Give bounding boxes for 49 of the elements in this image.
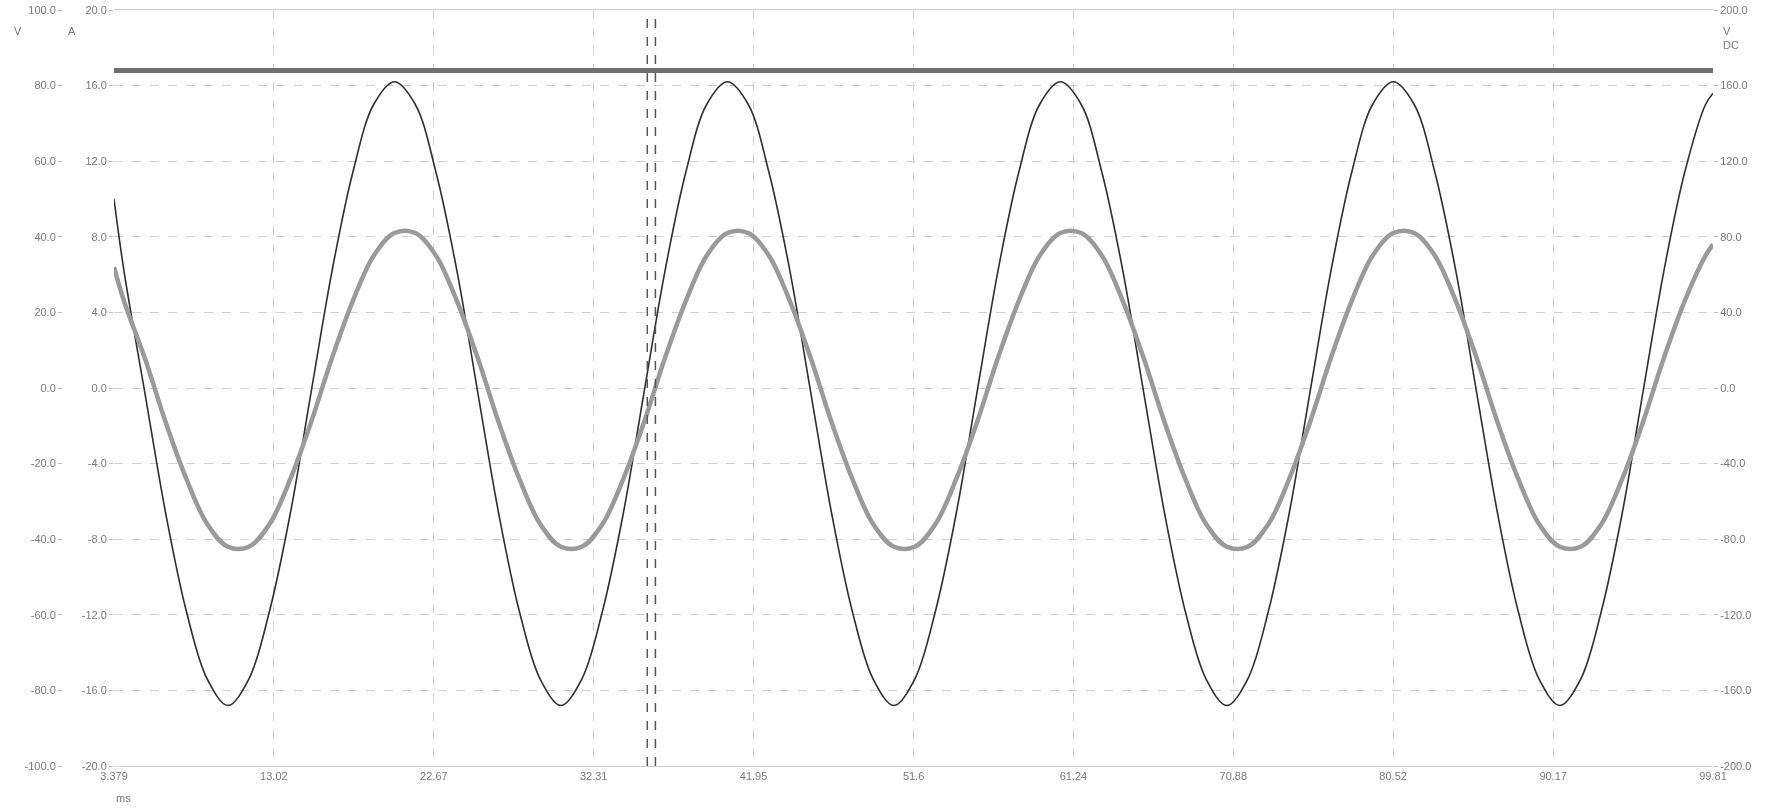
y2-tick-label: 20.0 (85, 3, 107, 16)
y-tick-label: 80.0 (34, 79, 56, 92)
y2-tick-label: 0.0 (91, 381, 107, 394)
y3-tick-label: -40.0 (1720, 457, 1746, 470)
y3-tick-label: 160.0 (1720, 79, 1748, 92)
y-tick-label: 20.0 (34, 306, 56, 319)
x-tick-label: 51.6 (902, 770, 925, 783)
y2-tick-label: -8.0 (87, 533, 107, 546)
y-tick-label: -20.0 (30, 457, 56, 470)
x-tick-label: 32.31 (579, 770, 608, 783)
y3-axis-title: V DC (1723, 25, 1739, 52)
x-tick-label: 41.95 (739, 770, 768, 783)
y2-tick-label: -4.0 (87, 457, 107, 470)
x-tick-label: 3.379 (100, 770, 128, 783)
y-tick-label: -80.0 (30, 684, 56, 697)
x-tick-label: 99.81 (1699, 770, 1727, 783)
y-tick-label: -100.0 (24, 759, 56, 772)
y2-tick-label: 16.0 (85, 79, 107, 92)
y2-tick-label: -12.0 (81, 608, 107, 621)
line-series (114, 81, 1713, 707)
x-tick-label: 61.24 (1059, 770, 1088, 783)
y3-tick-label: 200.0 (1720, 3, 1748, 16)
y3-tick-label: -200.0 (1720, 759, 1752, 772)
x-tick-label: 90.17 (1539, 770, 1567, 783)
x-tick-label: 13.02 (260, 770, 288, 783)
y2-tick-label: -20.0 (81, 759, 107, 772)
y-tick-label: 100.0 (28, 3, 56, 16)
y2-tick-label: 4.0 (91, 306, 107, 319)
y-tick-label: -40.0 (30, 533, 56, 546)
y3-tick-label: 80.0 (1720, 230, 1742, 243)
x-tick-label: 22.67 (420, 770, 448, 783)
y2-tick-label: -16.0 (81, 684, 107, 697)
x-tick-label: 80.52 (1379, 770, 1407, 783)
y3-tick-label: -80.0 (1720, 533, 1746, 546)
y2-tick-label: 8.0 (91, 230, 107, 243)
y2-axis-title: A (68, 25, 76, 37)
y-tick-label: -60.0 (30, 608, 56, 621)
y3-tick-label: 40.0 (1720, 306, 1742, 319)
y-tick-label: 60.0 (34, 155, 56, 168)
y-axis-title: V (14, 25, 22, 37)
y-tick-label: 40.0 (34, 230, 56, 243)
y2-tick-label: 12.0 (85, 155, 107, 168)
x-axis-title: ms (116, 792, 132, 804)
y3-tick-label: -160.0 (1720, 684, 1752, 697)
y3-tick-label: 0.0 (1720, 381, 1736, 394)
y3-tick-label: 120.0 (1720, 155, 1748, 168)
y-tick-label: 0.0 (40, 381, 56, 394)
x-tick-label: 70.88 (1219, 770, 1248, 783)
y3-tick-label: -120.0 (1720, 608, 1752, 621)
